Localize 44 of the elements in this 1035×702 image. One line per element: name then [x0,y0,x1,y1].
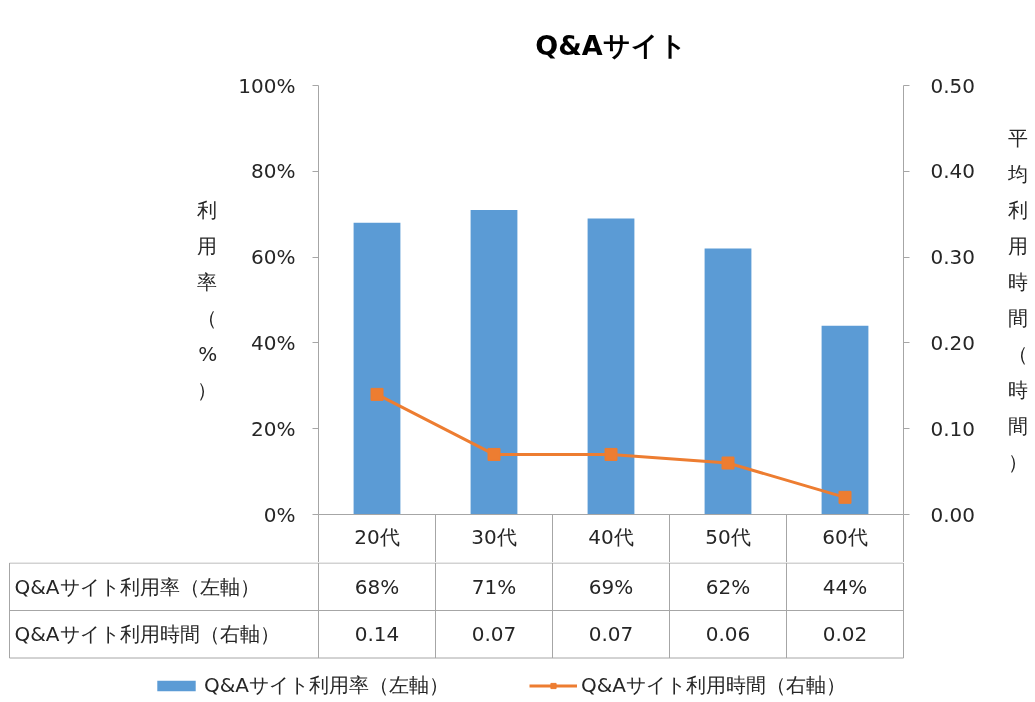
y2-tick-label: 0.10 [930,416,976,441]
data-label: 0.02 [822,622,868,647]
data-label: 68% [354,574,400,599]
y2-tick-label: 0.50 [930,73,976,98]
bar [353,222,401,515]
y-tick-label: 60% [251,245,296,270]
x-tick-label: 40代 [588,524,634,549]
data-label: 69% [588,574,634,599]
x-tick-label: 60代 [822,524,868,549]
y-tick-label: 80% [251,159,296,184]
y-axis-title: 利用率（%） [197,198,218,402]
data-label: 71% [471,574,517,599]
y2-tick-label: 0.40 [930,159,976,184]
text: Q&Aサイト利用時間（右軸） [14,622,280,647]
data-label: 44% [822,574,868,599]
y-tick-label: 100% [238,73,296,98]
x-tick-label: 30代 [471,524,517,549]
text: 平均利用時間（時間） [1008,126,1029,474]
point [370,387,384,401]
bar [587,218,635,515]
x-tick-label: 50代 [705,524,751,549]
data-label: 0.14 [354,622,400,647]
bar [821,325,869,515]
data-label: 0.07 [588,622,634,647]
point [838,490,852,504]
legend-label: Q&Aサイト利用率（左軸） [204,672,450,699]
chart-title: Q&Aサイト [535,29,687,61]
y2-tick-label: 0.20 [930,330,976,355]
point [487,447,501,461]
data-label: 62% [705,574,751,599]
text: Q&Aサイト利用率（左軸） [14,574,260,599]
y2-tick-label: 0.30 [930,245,976,270]
data-label: 0.07 [471,622,517,647]
bar [704,248,752,515]
data-label: 0.06 [705,622,751,647]
y2-tick-label: 0.00 [930,502,976,527]
point [604,447,618,461]
x-tick-label: 20代 [354,524,400,549]
point [721,456,735,470]
legend-label: Q&Aサイト利用時間（右軸） [581,672,847,699]
y-tick-label: 40% [251,330,296,355]
y-tick-label: 0% [263,502,296,527]
y-tick-label: 20% [251,416,296,441]
bar [470,209,518,515]
